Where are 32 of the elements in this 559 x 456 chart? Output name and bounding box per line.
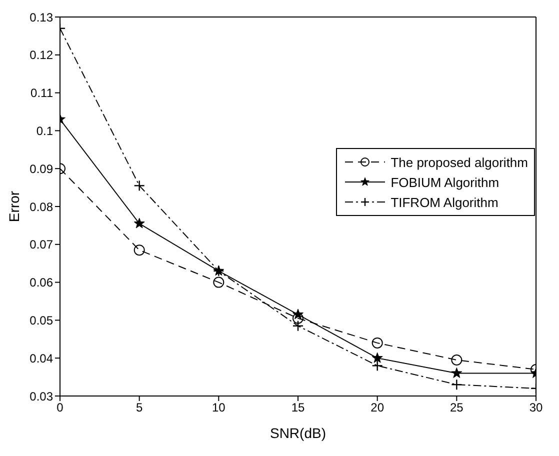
y-tick-label: 0.06 [30, 276, 54, 290]
y-tick-label: 0.05 [30, 313, 54, 328]
legend-label: TIFROM Algorithm [390, 194, 498, 210]
point [134, 218, 145, 228]
y-tick-label: 0.12 [30, 48, 54, 62]
x-tick-label: 25 [450, 400, 464, 415]
x-tick-label: 0 [56, 400, 64, 415]
x-tick-label: 30 [529, 400, 543, 415]
y-axis-title: Error [6, 190, 22, 222]
point [372, 337, 383, 348]
y-tick-label: 0.07 [30, 238, 54, 252]
y-tick-label: 0.04 [30, 351, 54, 366]
x-tick-label: 10 [212, 400, 226, 415]
y-tick-label: 0.13 [30, 10, 54, 24]
point [372, 352, 383, 363]
y-tick-label: 0.1 [36, 124, 54, 138]
point [292, 312, 304, 324]
point [451, 368, 462, 378]
y-tick-label: 0.09 [30, 162, 54, 176]
legend-label: The proposed algorithm [390, 154, 528, 170]
point [451, 354, 462, 366]
x-axis-title: SNR(dB) [270, 424, 326, 441]
point [213, 276, 224, 288]
legend-label: FOBIUM Algorithm [390, 174, 500, 190]
y-tick-label: 0.03 [30, 389, 54, 404]
point [292, 308, 304, 320]
point [134, 244, 145, 256]
y-tick-label: 0.11 [30, 86, 54, 100]
x-tick-label: 15 [291, 400, 305, 415]
x-tick-label: 5 [136, 400, 143, 415]
y-tick-label: 0.08 [30, 200, 54, 214]
x-tick-label: 20 [370, 400, 384, 415]
